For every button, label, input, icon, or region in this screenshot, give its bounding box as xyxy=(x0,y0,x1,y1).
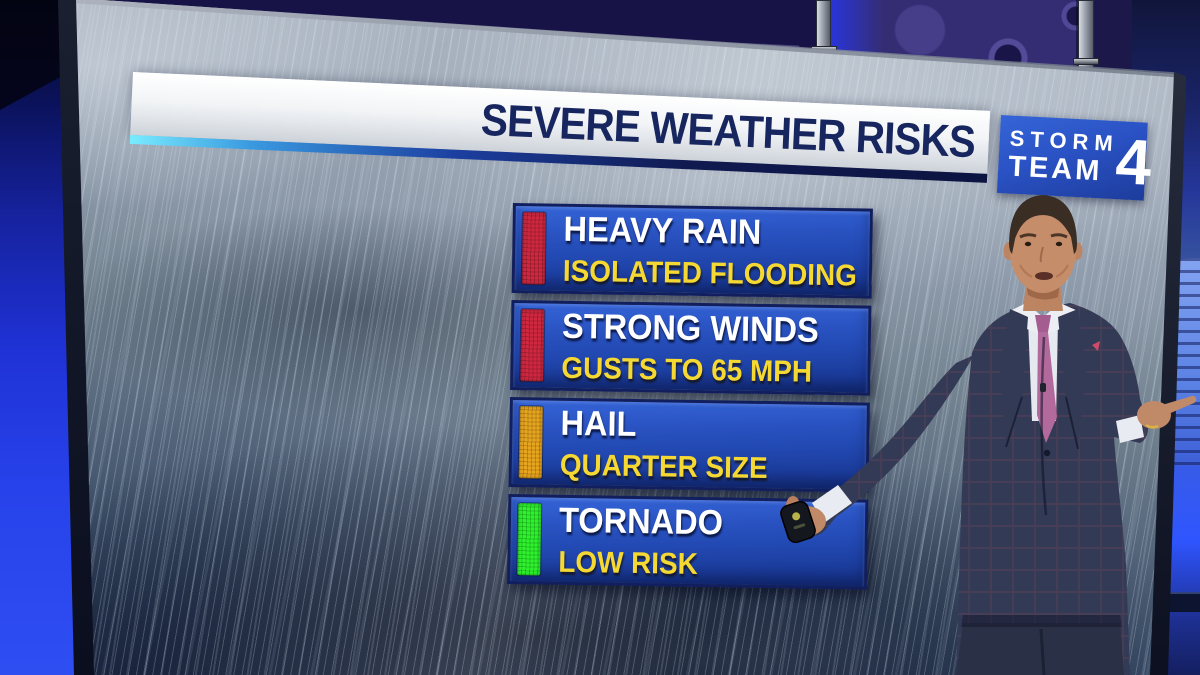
presenter-suit xyxy=(956,303,1148,675)
presenter-right-arm xyxy=(780,355,974,544)
severity-level-bar xyxy=(518,406,543,479)
presenter-head xyxy=(1003,195,1083,311)
severity-level-bar xyxy=(521,212,546,285)
lapel-mic xyxy=(1040,383,1046,392)
severity-level-bar xyxy=(517,503,542,576)
pocket-square xyxy=(1092,341,1100,351)
logo-word-team: TEAM xyxy=(1007,150,1104,188)
severity-level-bar xyxy=(520,309,545,382)
shirt-cuff xyxy=(1116,415,1144,443)
wall-mount-bracket xyxy=(1073,0,1099,74)
presenter-lapels xyxy=(1000,309,1086,449)
presenter-remote-clicker xyxy=(780,500,816,544)
presenter-hair xyxy=(1009,195,1077,254)
logo-channel-number: 4 xyxy=(1113,124,1154,199)
weather-presenter xyxy=(780,195,1197,675)
